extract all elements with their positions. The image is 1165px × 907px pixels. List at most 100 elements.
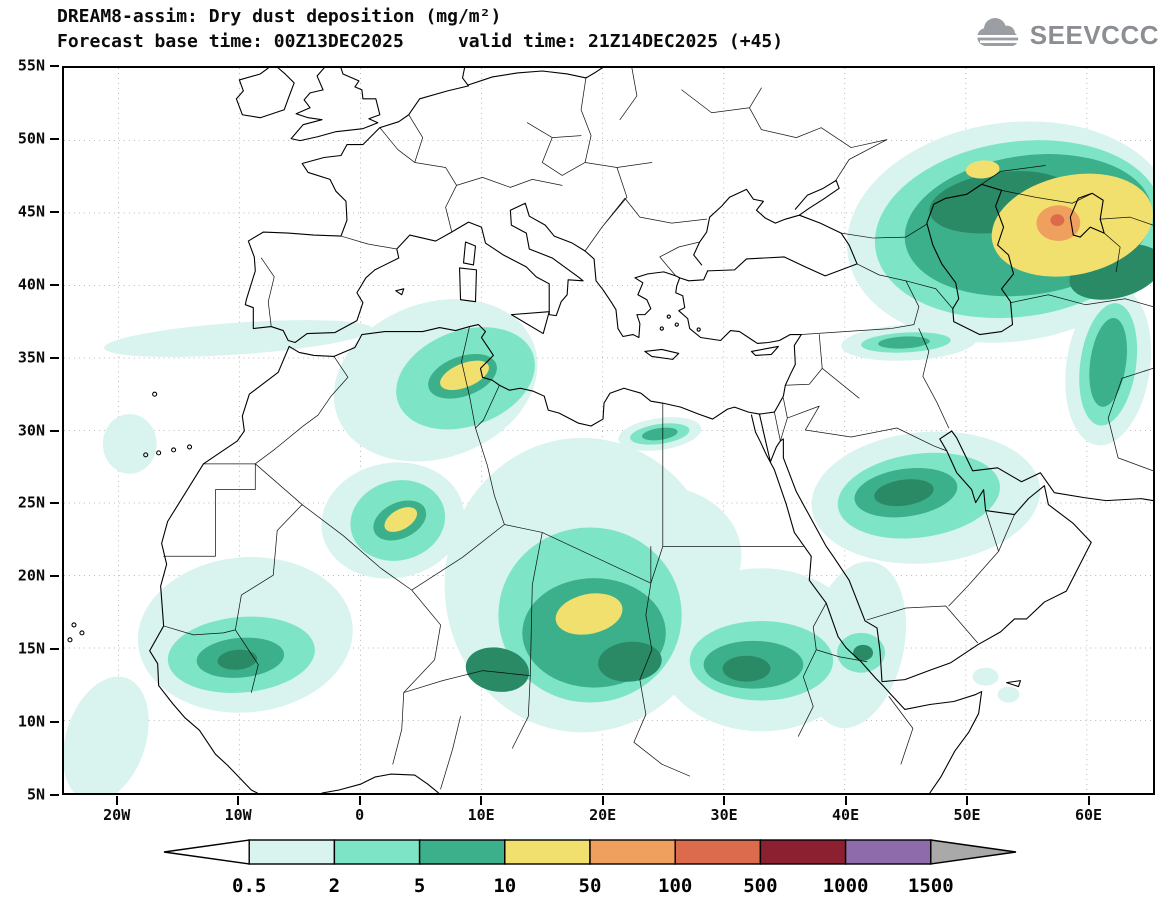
y-axis-label: 20N xyxy=(17,566,45,585)
contour-region xyxy=(878,336,930,349)
x-axis-label: 20E xyxy=(589,806,617,824)
x-axis-label: 60E xyxy=(1074,806,1103,824)
y-axis-tick xyxy=(50,429,59,432)
island-dot xyxy=(659,326,664,331)
y-axis-tick xyxy=(50,65,59,67)
colorbar-label: 500 xyxy=(743,875,777,897)
y-axis-label: 40N xyxy=(17,274,45,293)
y-axis-label: 50N xyxy=(17,129,45,148)
colorbar-label: 100 xyxy=(658,875,692,897)
y-axis-label: 25N xyxy=(17,493,45,512)
x-axis: 20W 10W 0 10E 20E 30E 40E 50E 60E xyxy=(62,796,1155,832)
y-axis-label: 45N xyxy=(17,202,45,221)
map-area xyxy=(62,66,1155,795)
x-axis-tick xyxy=(1087,796,1090,805)
contour-region xyxy=(965,160,1000,179)
island-dot xyxy=(143,452,149,458)
colorbar-label: 50 xyxy=(579,875,602,897)
colorbar-label: 1000 xyxy=(823,875,869,897)
island-dot xyxy=(152,391,158,397)
colorbar-label: 1500 xyxy=(908,875,954,897)
coast-britain xyxy=(290,68,381,142)
colorbar-segment xyxy=(333,839,421,865)
x-axis-tick xyxy=(601,796,604,805)
map-svg xyxy=(64,68,1153,793)
borders-africa xyxy=(163,326,914,790)
x-axis-tick xyxy=(358,796,361,805)
island-dot xyxy=(696,327,701,332)
colorbar-label: 10 xyxy=(493,875,516,897)
island-dot xyxy=(666,314,671,319)
y-axis-label: 30N xyxy=(17,420,45,439)
x-axis-tick xyxy=(237,796,240,805)
colorbar-segment xyxy=(844,839,932,865)
contour-region xyxy=(64,676,149,793)
coast-baltic xyxy=(467,68,603,86)
contour-region xyxy=(1089,317,1127,407)
contour-region xyxy=(384,507,418,532)
island-dot xyxy=(674,322,679,327)
logo-text: SEEVCCC xyxy=(1029,19,1159,50)
x-axis-label: 20W xyxy=(103,806,131,824)
colorbar-label: 5 xyxy=(414,875,425,897)
contour-region xyxy=(104,320,373,357)
contour-region xyxy=(102,414,157,474)
seevccc-logo: SEEVCCC xyxy=(973,18,1159,52)
y-axis-tick xyxy=(50,210,59,213)
coast-azov-sea xyxy=(794,179,840,216)
y-axis-tick xyxy=(50,356,59,359)
colorbar-segment xyxy=(930,839,1017,865)
contour-region xyxy=(853,644,874,661)
contour-region xyxy=(722,655,771,682)
colorbar-svg: 0.5 2 5 10 50 100 500 1000 1500 xyxy=(163,839,1017,897)
x-axis-tick xyxy=(966,796,969,805)
y-axis-tick xyxy=(50,502,59,505)
island-dot xyxy=(79,630,85,636)
island-dot xyxy=(67,637,73,643)
island-dot xyxy=(156,450,162,456)
country-borders xyxy=(163,68,1153,790)
cloud-icon xyxy=(975,18,1022,46)
contour-region xyxy=(1050,214,1065,227)
borders-asia xyxy=(774,165,1153,644)
y-axis-label: 10N xyxy=(17,712,45,731)
contour-region xyxy=(598,641,662,682)
contour-region xyxy=(972,667,999,686)
x-axis-label: 10W xyxy=(224,806,252,824)
y-axis-tick xyxy=(50,137,59,140)
colorbar-segment xyxy=(589,839,676,865)
plot-title: DREAM8-assim: Dry dust deposition (mg/m²… xyxy=(57,6,502,27)
x-axis-label: 10E xyxy=(467,806,495,824)
borders-europe xyxy=(260,68,954,327)
colorbar-segment xyxy=(248,839,336,865)
coast-ireland xyxy=(235,68,295,119)
coast-sinai-arabia xyxy=(758,413,1153,683)
coast-red-sea-africa xyxy=(750,414,983,793)
x-axis-label: 0 xyxy=(355,806,365,824)
x-axis-label: 30E xyxy=(710,806,738,824)
y-axis-tick xyxy=(50,575,59,578)
colorbar-segment xyxy=(759,839,847,865)
x-axis-tick xyxy=(480,796,483,805)
dust-deposition-contours xyxy=(64,121,1153,793)
colorbar: 0.5 2 5 10 50 100 500 1000 1500 xyxy=(150,836,1030,902)
colorbar-segment xyxy=(163,839,250,865)
y-axis-tick xyxy=(50,721,59,724)
contour-region xyxy=(874,479,934,507)
contour-region xyxy=(555,593,623,635)
colorbar-label: 2 xyxy=(329,875,340,897)
plot-subtitle: Forecast base time: 00Z13DEC2025 valid t… xyxy=(57,31,784,52)
coast-africa-atlantic xyxy=(149,345,290,793)
y-axis-label: 55N xyxy=(17,56,45,75)
coast-islands xyxy=(395,241,1022,688)
y-axis-label: 5N xyxy=(26,785,45,804)
x-axis-tick xyxy=(844,796,847,805)
x-axis-tick xyxy=(115,796,118,805)
coast-aral-sea xyxy=(1069,192,1105,238)
y-axis: 55N 50N 45N 40N 35N 30N 25N 20N 15N 10N 5N xyxy=(0,56,60,803)
x-axis-label: 40E xyxy=(832,806,860,824)
y-axis-label: 35N xyxy=(17,347,45,366)
colorbar-label: 0.5 xyxy=(232,875,266,897)
x-axis-label: 50E xyxy=(953,806,981,824)
island-dot xyxy=(71,622,77,628)
